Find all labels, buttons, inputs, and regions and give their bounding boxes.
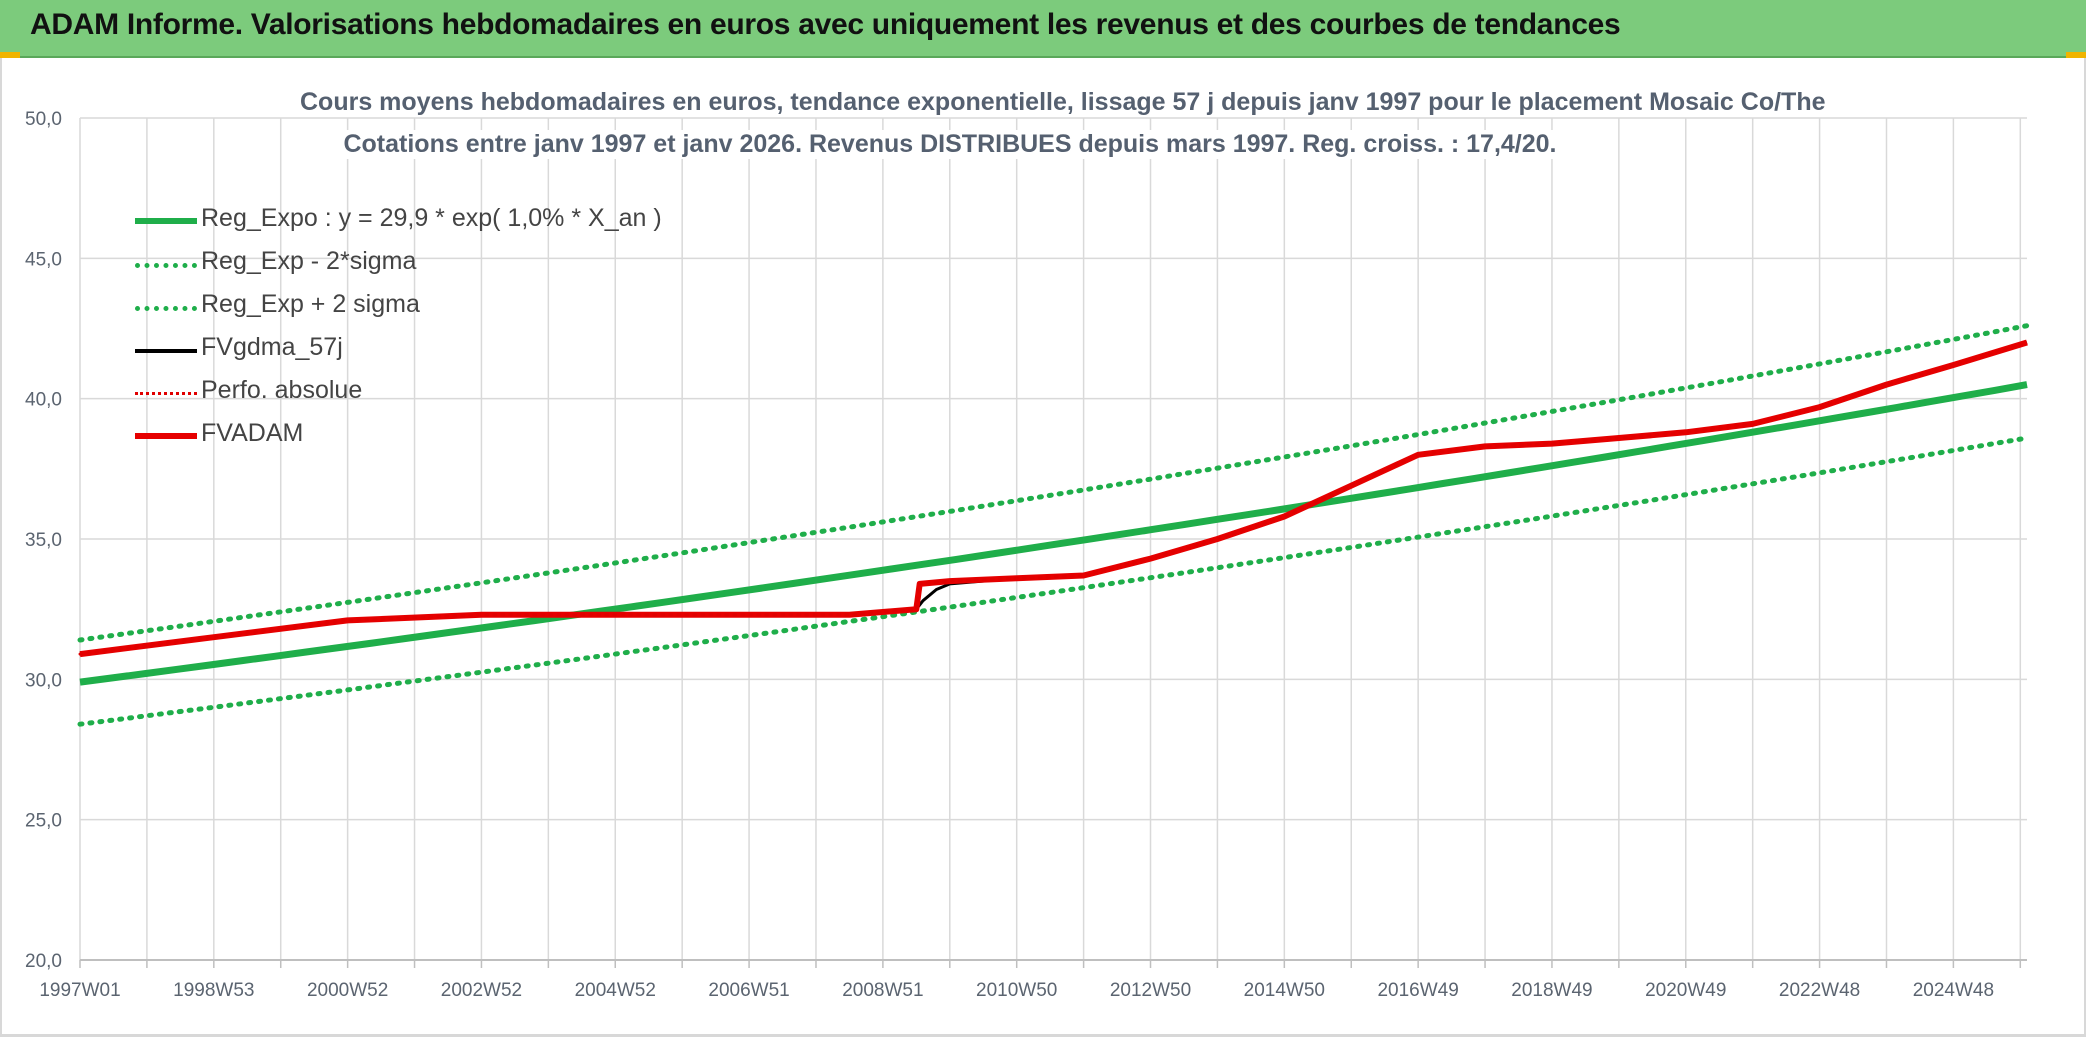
x-tick-label: 1998W53 (173, 980, 254, 1001)
x-tick-label: 2010W50 (976, 980, 1057, 1001)
x-tick-label: 2020W49 (1645, 980, 1726, 1001)
y-tick-label: 50,0 (25, 109, 62, 130)
y-tick-label: 25,0 (25, 811, 62, 832)
legend-label-reg-exp-minus: Reg_Exp - 2*sigma (201, 247, 417, 275)
y-tick-label: 35,0 (25, 530, 62, 551)
legend-label-reg-expo: Reg_Expo : y = 29,9 * exp( 1,0% * X_an ) (201, 204, 662, 232)
series-perfo-absolue (78, 341, 2029, 656)
x-tick-label: 2000W52 (307, 980, 388, 1001)
series-fvadam (79, 339, 2028, 658)
legend-swatch-fvadam (135, 433, 197, 439)
legend-label-fvgdma: FVgdma_57j (201, 333, 343, 361)
x-tick-label: 2018W49 (1511, 980, 1592, 1001)
series-reg-exp-plus (77, 323, 2030, 643)
y-tick-label: 45,0 (25, 249, 62, 270)
x-tick-label: 2006W51 (708, 980, 789, 1001)
chart-frame (0, 58, 2086, 1037)
series-fvgdma (79, 341, 2028, 656)
y-tick-label: 40,0 (25, 390, 62, 411)
x-tick-label: 2016W49 (1377, 980, 1458, 1001)
x-tick-label: 2022W48 (1779, 980, 1860, 1001)
page-title: ADAM Informe. Valorisations hebdomadaire… (30, 8, 1621, 41)
y-tick-label: 30,0 (25, 670, 62, 691)
x-tick-label: 2004W52 (575, 980, 656, 1001)
legend-label-fvadam: FVADAM (201, 419, 304, 447)
series-reg-expo (79, 381, 2028, 686)
legend-swatch-reg-exp-minus (135, 263, 197, 268)
x-tick-label: 2008W51 (842, 980, 923, 1001)
x-tick-label: 2012W50 (1110, 980, 1191, 1001)
legend-swatch-fvgdma (135, 349, 197, 353)
legend-swatch-perfo (135, 392, 197, 395)
legend-label-reg-exp-plus: Reg_Exp + 2 sigma (201, 290, 420, 318)
x-tick-label: 2002W52 (441, 980, 522, 1001)
x-tick-label: 2024W48 (1913, 980, 1994, 1001)
legend-label-perfo: Perfo. absolue (201, 376, 363, 404)
chart-title-line2: Cotations entre janv 1997 et janv 2026. … (300, 130, 1600, 159)
corner-marker-left (0, 52, 20, 58)
x-tick-label: 2014W50 (1244, 980, 1325, 1001)
y-tick-label: 20,0 (25, 951, 62, 972)
legend-swatch-reg-exp-plus (135, 306, 197, 311)
corner-marker-right (2066, 52, 2086, 58)
header-bar: ADAM Informe. Valorisations hebdomadaire… (0, 0, 2086, 58)
x-tick-label: 1997W01 (39, 980, 120, 1001)
chart-title-line1: Cours moyens hebdomadaires en euros, ten… (300, 88, 1826, 117)
series-reg-exp-minus (77, 435, 2030, 727)
legend-swatch-reg-expo (135, 218, 197, 224)
